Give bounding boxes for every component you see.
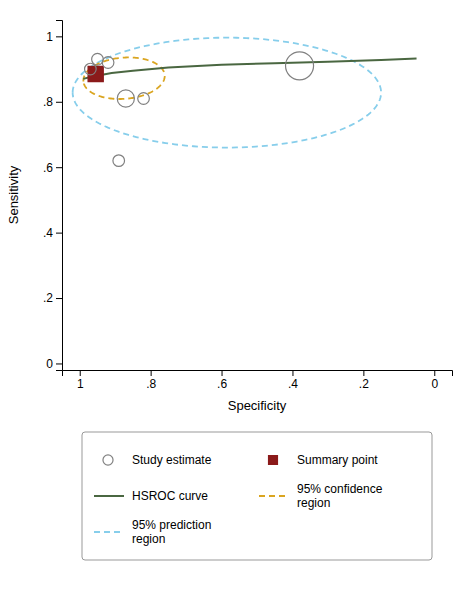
- tick-mark: [56, 363, 62, 364]
- tick: .6: [43, 161, 62, 175]
- legend-item: Summary point: [269, 453, 379, 467]
- tick-label: 0: [46, 357, 53, 371]
- study-point: [138, 93, 150, 105]
- tick: 0: [46, 357, 62, 371]
- tick-mark: [80, 370, 81, 376]
- tick-label: 1: [46, 30, 53, 44]
- legend-label: 95% predictionregion: [132, 518, 211, 546]
- tick: .2: [359, 370, 369, 391]
- tick-mark: [434, 370, 435, 376]
- tick-label: 0: [431, 377, 438, 391]
- marks: [73, 38, 417, 167]
- curve: [83, 59, 416, 79]
- tick-mark: [363, 370, 364, 376]
- study-point: [286, 52, 314, 80]
- legend-swatch: [94, 531, 124, 533]
- legend-item: Study estimate: [103, 453, 212, 467]
- legend-swatch: [103, 455, 113, 465]
- tick-mark: [151, 370, 152, 376]
- region-ellipse: [73, 38, 381, 148]
- legend-label: HSROC curve: [132, 489, 208, 503]
- tick: .8: [43, 95, 62, 109]
- legend-swatch: [94, 495, 124, 497]
- y-axis-line: [56, 21, 63, 371]
- tick-mark: [56, 36, 62, 37]
- study-point: [117, 90, 134, 107]
- study-point: [113, 155, 125, 167]
- tick-mark: [56, 298, 62, 299]
- region-ellipse: [83, 57, 164, 99]
- tick-mark: [292, 370, 293, 376]
- tick: 0: [431, 370, 438, 391]
- tick-label: .2: [43, 291, 53, 305]
- study-point: [92, 53, 104, 65]
- chart: 1 .8 .6 .4 .2 0 0 .2 .4 .6 .8 1 Specificity Sensitivi…: [0, 0, 474, 590]
- tick: .4: [43, 226, 62, 240]
- plot: 1 .8 .6 .4 .2 0 0 .2 .4 .6 .8 1 Specificity Sensitivi…: [6, 21, 453, 414]
- tick-label: 1: [77, 377, 84, 391]
- tick-label: .4: [288, 377, 298, 391]
- legend-swatch: [259, 495, 289, 497]
- tick-mark: [56, 102, 62, 103]
- tick-label: .4: [43, 226, 53, 240]
- tick-label: .8: [43, 95, 53, 109]
- legend-label: Summary point: [297, 453, 378, 467]
- legend-item: 95% confidenceregion: [259, 482, 383, 510]
- study-point: [85, 63, 97, 75]
- legend-frame: [82, 432, 432, 560]
- legend-item: 95% predictionregion: [94, 518, 211, 546]
- tick: 1: [77, 370, 84, 391]
- tick-mark: [56, 233, 62, 234]
- tick: .6: [217, 370, 227, 391]
- y-axis-title: Sensitivity: [6, 165, 21, 224]
- legend-label: Study estimate: [132, 453, 212, 467]
- tick-mark: [56, 167, 62, 168]
- tick-label: .2: [359, 377, 369, 391]
- tick: .4: [288, 370, 298, 391]
- tick: .8: [146, 370, 156, 391]
- x-axis: 1 .8 .6 .4 .2 0: [63, 370, 453, 391]
- tick-label: .8: [146, 377, 156, 391]
- y-axis: 0 .2 .4 .6 .8 1: [43, 21, 63, 371]
- legend: Study estimate Summary point HSROC curve 95…: [82, 432, 432, 560]
- tick-label: .6: [43, 161, 53, 175]
- x-axis-title: Specificity: [228, 398, 287, 413]
- tick: 1: [46, 30, 62, 44]
- legend-swatch: [269, 456, 278, 465]
- tick-label: .6: [217, 377, 227, 391]
- tick-mark: [222, 370, 223, 376]
- x-axis-line: [63, 371, 453, 377]
- tick: .2: [43, 291, 62, 305]
- study-point: [102, 57, 114, 69]
- legend-label: 95% confidenceregion: [297, 482, 383, 510]
- legend-item: HSROC curve: [94, 489, 208, 503]
